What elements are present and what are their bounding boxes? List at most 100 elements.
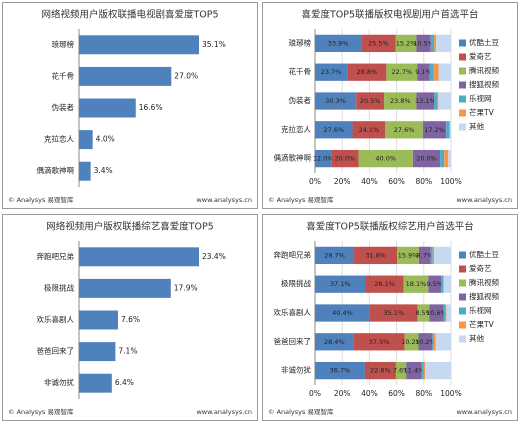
x-tick-label: 80%: [415, 177, 432, 186]
bar-segment: [441, 275, 444, 293]
bar: [79, 278, 171, 298]
legend-swatch: [459, 123, 466, 131]
legend-swatch: [459, 321, 466, 329]
value-label: 40.0%: [375, 155, 396, 163]
bar-segment: [438, 63, 451, 81]
website: www.analysys.cn: [456, 408, 512, 416]
legend-label: 优酷土豆: [469, 249, 499, 259]
legend-swatch: [459, 279, 466, 287]
bar-segment: [446, 121, 450, 139]
value-label: 20.5%: [360, 97, 381, 105]
x-tick-label: 80%: [415, 389, 432, 398]
value-label: 40.4%: [332, 309, 353, 317]
bar-segment: [449, 121, 451, 139]
value-label: 23.8%: [390, 97, 411, 105]
bar-segment: [429, 304, 444, 322]
chart: 网络视频用户版权联播综艺喜爱度TOP5 © Analysys 易观智库 www.an…: [8, 221, 252, 417]
bar: [79, 66, 172, 86]
value-label: 28.4%: [324, 338, 345, 346]
bar-segment: [416, 34, 431, 53]
value-label: 28.1%: [374, 280, 395, 288]
bar: [79, 130, 93, 150]
value-label: 11.4%: [404, 367, 425, 375]
y-tick-label: 极限挑战: [44, 282, 74, 292]
x-tick-label: 60%: [388, 389, 405, 398]
value-label: 17.2%: [424, 126, 445, 134]
legend-label: 爱奇艺: [469, 263, 492, 273]
value-label: 28.7%: [324, 251, 345, 259]
bar-segment: [433, 63, 439, 81]
value-label: 10.5%: [413, 39, 434, 47]
bar: [79, 247, 199, 267]
source: © Analysys 易观智库: [268, 407, 334, 416]
bar-segment: [423, 361, 426, 380]
bar-segment: [406, 361, 422, 380]
legend-label: 腾讯视频: [469, 277, 499, 287]
bar-segment: [315, 361, 365, 380]
chart-title: 网络视频用户版权联播综艺喜爱度TOP5: [46, 221, 214, 233]
value-label: 15.9%: [398, 251, 419, 259]
bar-segment: [444, 149, 449, 168]
bar-segment: [385, 121, 423, 139]
legend-label: 搜狐视频: [469, 291, 499, 301]
website: www.analysys.cn: [196, 196, 252, 204]
value-label: 37.1%: [330, 280, 351, 288]
value-label: 3.4%: [94, 166, 113, 175]
value-label: 37.5%: [369, 338, 390, 346]
bar: [79, 161, 91, 181]
bar-segment: [430, 246, 433, 265]
value-label: 18.1%: [406, 280, 427, 288]
bar-segment: [446, 304, 451, 322]
y-tick-label: 奔跑吧兄弟: [274, 249, 312, 259]
bar-segment: [315, 304, 370, 322]
bar-segment: [315, 275, 366, 293]
x-tick-label: 60%: [388, 177, 405, 186]
legend-swatch: [459, 81, 466, 89]
y-tick-label: 琅琊榜: [52, 39, 75, 49]
bar-segment: [440, 149, 445, 168]
value-label: 27.6%: [394, 126, 415, 134]
value-label: 28.8%: [356, 68, 377, 76]
y-tick-label: 非诚勿扰: [281, 365, 311, 375]
value-label: 13.1%: [415, 97, 436, 105]
chart: 网络视频用户版权联播电视剧喜爱度TOP5 © Analysys 易观智库 www.a…: [8, 9, 252, 205]
value-label: 10.2%: [401, 338, 422, 346]
chart-title: 喜爱度TOP5联播版权综艺用户首选平台: [306, 221, 474, 233]
bar-segment: [404, 333, 419, 351]
legend-label: 其他: [469, 121, 484, 131]
y-tick-label: 欢乐喜剧人: [274, 307, 312, 317]
bar-segment: [315, 92, 357, 110]
value-label: 10.2%: [415, 338, 436, 346]
bar: [79, 310, 118, 330]
y-tick-label: 极限挑战: [281, 278, 311, 288]
bar-segment: [315, 149, 332, 168]
value-label: 15.2%: [396, 39, 417, 47]
legend-label: 搜狐视频: [469, 79, 499, 89]
value-label: 22.7%: [392, 68, 413, 76]
value-label: 30.3%: [325, 97, 346, 105]
y-tick-label: 花千骨: [289, 66, 312, 76]
bar-segment: [365, 275, 404, 293]
bar-segment: [436, 92, 439, 110]
legend-swatch: [459, 251, 466, 259]
bar-segment: [448, 149, 451, 168]
bar-segment: [425, 361, 451, 380]
bar-segment: [315, 333, 354, 351]
bar-segment: [397, 246, 419, 265]
y-tick-label: 偶滴歌神啊: [274, 153, 312, 163]
value-label: 7.6%: [393, 367, 410, 375]
website: www.analysys.cn: [196, 408, 252, 416]
x-tick-label: 20%: [334, 389, 351, 398]
value-label: 7.1%: [118, 347, 137, 356]
bar-segment: [432, 246, 435, 265]
bar-segment: [433, 333, 436, 351]
value-label: 6.4%: [115, 378, 134, 387]
legend-label: 腾讯视频: [469, 65, 499, 75]
legend-label: 乐视网: [469, 305, 492, 315]
value-label: 27.6%: [323, 126, 344, 134]
source: © Analysys 易观智库: [8, 195, 74, 204]
value-label: 9.1%: [415, 68, 432, 76]
x-tick-label: 40%: [361, 389, 378, 398]
bar-segment: [436, 34, 451, 53]
value-label: 17.9%: [174, 283, 198, 292]
